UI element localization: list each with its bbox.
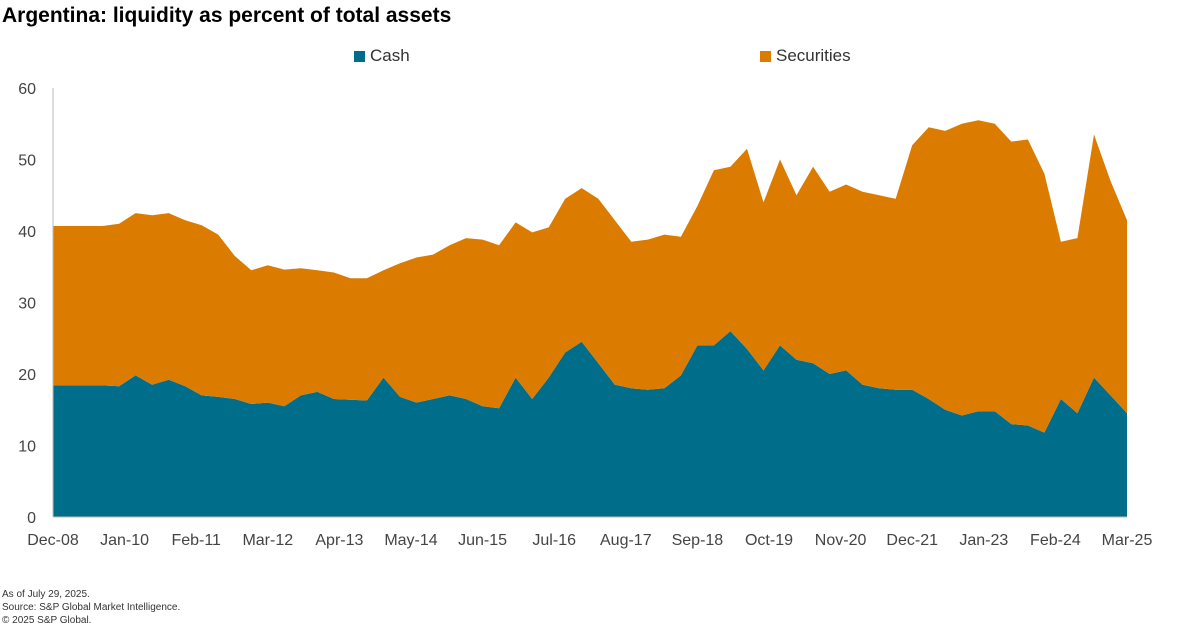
x-tick-label: Jul-16 <box>532 532 576 549</box>
y-tick-label: 60 <box>18 81 36 98</box>
x-tick-label: Aug-17 <box>600 532 652 549</box>
legend-item-cash: Cash <box>354 46 410 66</box>
x-tick-label: Mar-25 <box>1102 532 1153 549</box>
legend-swatch-cash <box>354 50 365 62</box>
x-tick-label: Dec-08 <box>27 532 79 549</box>
x-tick-label: Dec-21 <box>886 532 938 549</box>
source-note: Source: S&P Global Market Intelligence. <box>2 602 181 613</box>
x-tick-label: Jun-15 <box>458 532 507 549</box>
y-tick-label: 50 <box>18 153 36 170</box>
x-tick-label: Sep-18 <box>672 532 724 549</box>
x-tick-label: Mar-12 <box>242 532 293 549</box>
x-tick-label: Oct-19 <box>745 532 793 549</box>
y-tick-label: 40 <box>18 224 36 241</box>
legend-label-securities: Securities <box>776 46 851 65</box>
x-tick-label: Feb-24 <box>1030 532 1081 549</box>
y-tick-label: 20 <box>18 367 36 384</box>
area-cash <box>53 331 1127 517</box>
copyright-note: © 2025 S&P Global. <box>2 615 92 626</box>
x-tick-label: Jan-23 <box>959 532 1008 549</box>
x-tick-label: May-14 <box>384 532 437 549</box>
x-tick-label: Apr-13 <box>315 532 363 549</box>
y-tick-label: 30 <box>18 296 36 313</box>
x-tick-label: Nov-20 <box>815 532 867 549</box>
footer: As of July 29, 2025. Source: S&P Global … <box>2 588 180 627</box>
x-tick-label: Feb-11 <box>171 532 221 549</box>
legend-swatch-securities <box>760 50 771 62</box>
y-tick-label: 10 <box>18 439 36 456</box>
legend-label-cash: Cash <box>370 46 410 65</box>
y-tick-label: 0 <box>27 510 36 527</box>
chart-title: Argentina: liquidity as percent of total… <box>2 4 452 27</box>
as-of-note: As of July 29, 2025. <box>2 589 90 600</box>
area-securities <box>53 120 1127 433</box>
x-tick-label: Jan-10 <box>100 532 149 549</box>
legend-item-securities: Securities <box>760 46 851 66</box>
